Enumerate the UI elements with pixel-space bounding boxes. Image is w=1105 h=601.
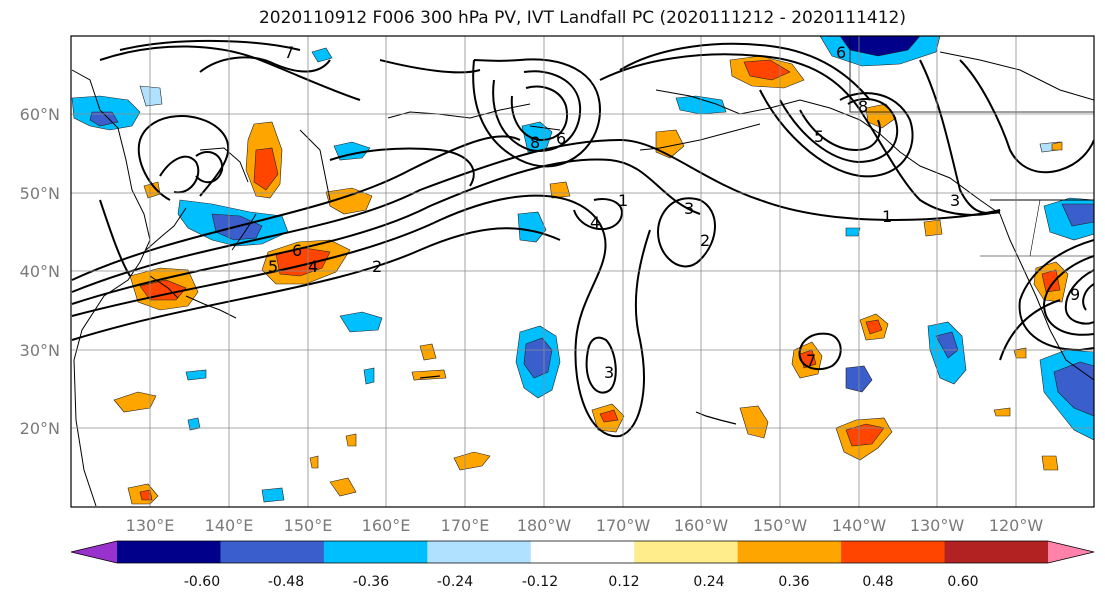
colorbar-tick-label: -0.60 <box>184 574 220 590</box>
contour-label: 7 <box>284 43 294 62</box>
lat-label: 60°N <box>20 105 60 124</box>
lon-label: 170°E <box>441 516 490 535</box>
colorbar-tick-label: 0.60 <box>947 574 978 590</box>
longitude-labels: 130°E 140°E 150°E 160°E 170°E 180°W 170°… <box>126 516 1044 535</box>
colorbar-extend-max <box>1048 541 1094 563</box>
colorbar-segment <box>944 541 1049 563</box>
latitude-labels: 20°N 30°N 40°N 50°N 60°N <box>20 105 60 438</box>
lon-label: 130°E <box>126 516 175 535</box>
contour-label: 4 <box>308 257 318 276</box>
map-area <box>71 36 1094 507</box>
colorbar-extend-min <box>71 541 117 563</box>
lon-label: 180°W <box>517 516 572 535</box>
lat-label: 30°N <box>20 341 60 360</box>
colorbar-segment <box>841 541 946 563</box>
contour-labels: 1 1 2 2 3 3 3 4 4 5 5 6 6 6 7 7 8 8 9 <box>268 43 1080 382</box>
colorbar-tick-label: 0.48 <box>862 574 893 590</box>
contour-label: 5 <box>268 257 278 276</box>
lon-label: 130°W <box>910 516 965 535</box>
map-title: 2020110912 F006 300 hPa PV, IVT Landfall… <box>258 8 906 28</box>
lon-label: 150°E <box>284 516 333 535</box>
contour-label: 6 <box>836 43 846 62</box>
lon-label: 140°W <box>832 516 887 535</box>
lat-label: 40°N <box>20 262 60 281</box>
contour-label: 3 <box>604 363 614 382</box>
contour-label: 5 <box>814 127 824 146</box>
contour-label: 4 <box>590 213 600 232</box>
lon-label: 160°E <box>362 516 411 535</box>
colorbar <box>70 540 1095 564</box>
colorbar-tick-label: 0.36 <box>778 574 809 590</box>
colorbar-tick-labels: -0.60 -0.48 -0.36 -0.24 -0.12 0.12 0.24 … <box>184 574 979 590</box>
colorbar-tick-label: 0.24 <box>693 574 724 590</box>
shaded-anomalies <box>71 36 1094 505</box>
colorbar-outline <box>70 540 1095 564</box>
colorbar-segment <box>427 541 532 563</box>
colorbar-tick-label: -0.48 <box>268 574 304 590</box>
contour-label: 7 <box>806 351 816 370</box>
contour-label: 8 <box>530 133 540 152</box>
lon-label: 150°W <box>753 516 808 535</box>
contour-label: 9 <box>1070 285 1080 304</box>
colorbar-segment <box>323 541 428 563</box>
colorbar-tick-label: -0.24 <box>437 574 473 590</box>
contour-label: 2 <box>700 231 710 250</box>
lon-label: 160°W <box>674 516 729 535</box>
lon-label: 140°E <box>205 516 254 535</box>
map-frame <box>70 35 1095 508</box>
contour-label: 3 <box>684 199 694 218</box>
contour-label: 3 <box>950 191 960 210</box>
colorbar-tick-label: -0.36 <box>353 574 389 590</box>
lon-label: 120°W <box>989 516 1044 535</box>
colorbar-segment <box>737 541 842 563</box>
gridlines <box>71 36 1094 507</box>
contour-label: 8 <box>858 97 868 116</box>
contour-label: 6 <box>292 241 302 260</box>
contour-label: 1 <box>882 207 892 226</box>
colorbar-tick-label: -0.12 <box>522 574 558 590</box>
colorbar-tick-label: 0.12 <box>608 574 639 590</box>
contour-label: 2 <box>372 257 382 276</box>
lat-label: 20°N <box>20 419 60 438</box>
colorbar-segment <box>530 541 635 563</box>
lat-label: 50°N <box>20 184 60 203</box>
contour-label: 6 <box>556 129 566 148</box>
contour-label: 1 <box>618 191 628 210</box>
pv-contours <box>71 39 1094 438</box>
colorbar-segment <box>220 541 325 563</box>
lon-label: 170°W <box>596 516 651 535</box>
colorbar-segment <box>117 541 221 563</box>
colorbar-segment <box>634 541 739 563</box>
